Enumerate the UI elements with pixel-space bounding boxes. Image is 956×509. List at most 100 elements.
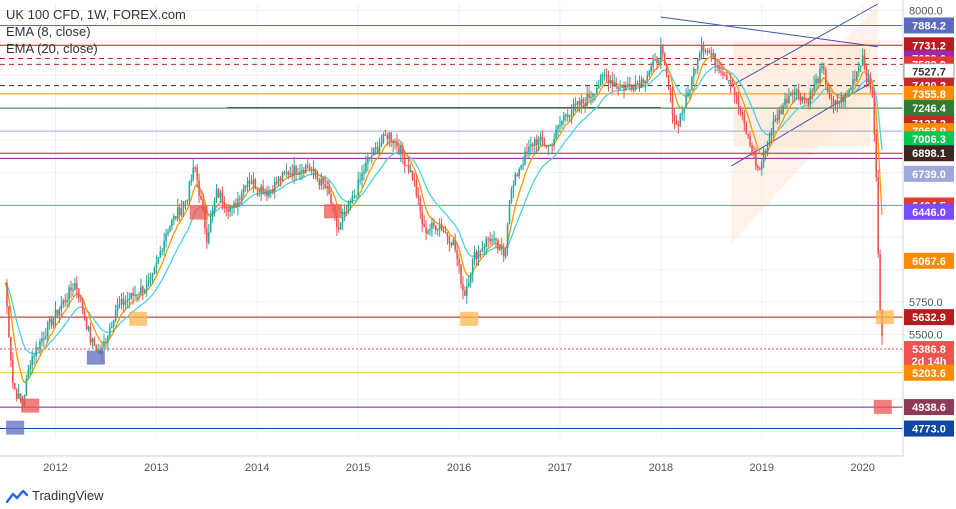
- price-label: 7006.3: [912, 134, 946, 146]
- candle-body: [520, 165, 522, 169]
- candle-body: [594, 93, 596, 95]
- x-tick-label: 2018: [649, 462, 673, 474]
- marker-box: [460, 311, 479, 326]
- candle-body: [452, 239, 455, 246]
- candle-body: [372, 148, 375, 156]
- candle-body: [838, 103, 841, 105]
- candle-body: [390, 132, 392, 141]
- candle-body: [336, 214, 338, 228]
- candle-body: [693, 68, 695, 77]
- candle-body: [70, 287, 72, 291]
- candle-body: [854, 79, 856, 81]
- candle-body: [597, 85, 600, 88]
- candle-body: [10, 336, 12, 361]
- candle-body: [436, 228, 439, 231]
- candle-body: [33, 356, 35, 358]
- candle-body: [235, 203, 237, 208]
- candle-body: [339, 222, 342, 230]
- candle-body: [35, 347, 37, 357]
- candle-body: [250, 183, 253, 185]
- candle-body: [198, 180, 200, 196]
- candle-body: [376, 147, 379, 153]
- candle-body: [50, 318, 53, 326]
- price-label-box: [904, 85, 954, 102]
- candle-body: [295, 165, 297, 175]
- candle-body: [502, 249, 505, 257]
- candle-body: [776, 118, 779, 121]
- candle-body: [479, 250, 482, 252]
- candle-body: [369, 157, 371, 159]
- candle-body: [584, 103, 586, 106]
- candle-body: [850, 87, 852, 90]
- candle-body: [13, 382, 16, 390]
- candle-body: [473, 252, 476, 260]
- candle-body: [491, 239, 493, 242]
- candle-body: [396, 141, 398, 147]
- candle-body: [97, 349, 99, 351]
- candle-body: [644, 80, 647, 83]
- candle-body: [285, 171, 288, 173]
- candle-body: [178, 207, 181, 216]
- candle-body: [747, 133, 749, 136]
- x-tick-label: 2017: [548, 462, 572, 474]
- candle-body: [448, 237, 451, 244]
- candle-body: [774, 118, 777, 121]
- candle-body: [279, 178, 282, 182]
- candle-body: [720, 70, 722, 73]
- candle-body: [81, 298, 84, 312]
- candle-body: [811, 91, 813, 93]
- candle-body: [539, 137, 542, 140]
- candle-body: [576, 101, 579, 105]
- candle-body: [454, 239, 456, 251]
- candle-body: [712, 53, 715, 56]
- candle-body: [337, 227, 340, 230]
- candle-body: [223, 202, 226, 207]
- candle-body: [433, 222, 435, 226]
- candle-body: [471, 259, 474, 275]
- candle-body: [646, 75, 649, 81]
- candle-body: [815, 78, 817, 84]
- price-label: 6446.0: [912, 207, 946, 219]
- candle-body: [844, 93, 846, 103]
- candle-body: [867, 78, 870, 82]
- price-scale-labels[interactable]: 8000.05750.05500.07884.27731.27629.67583…: [903, 5, 955, 437]
- candle-body: [246, 180, 249, 188]
- candle-body: [658, 60, 660, 64]
- candle-body: [483, 246, 486, 248]
- candle-body: [559, 124, 561, 127]
- ema-fast-legend[interactable]: EMA (8, close): [6, 24, 91, 39]
- price-label: 5632.9: [912, 312, 946, 324]
- candle-body: [363, 171, 365, 174]
- candle-body: [495, 238, 497, 241]
- price-label-box: [904, 17, 954, 34]
- ema-slow-legend[interactable]: EMA (20, close): [6, 41, 98, 56]
- tradingview-brand[interactable]: TradingView: [6, 488, 104, 503]
- candle-body: [130, 292, 132, 299]
- symbol-title[interactable]: UK 100 CFD, 1W, FOREX.com: [6, 7, 186, 22]
- candle-body: [578, 101, 581, 106]
- candle-body: [450, 243, 453, 246]
- candle-body: [180, 208, 183, 216]
- candle-body: [62, 300, 65, 305]
- candle-body: [169, 226, 171, 232]
- marker-box: [6, 420, 25, 435]
- candle-body: [330, 194, 332, 205]
- candle-body: [652, 60, 654, 67]
- candle-body: [147, 280, 150, 283]
- candle-body: [270, 189, 272, 191]
- candle-body: [287, 171, 290, 175]
- candle-body: [727, 80, 730, 82]
- candle-body: [207, 232, 210, 243]
- candle-body: [370, 155, 373, 158]
- candle-body: [700, 45, 703, 54]
- candle-body: [56, 309, 59, 316]
- candle-body: [359, 179, 361, 181]
- price-label: 7527.7: [912, 67, 946, 79]
- candle-body: [421, 211, 424, 224]
- candle-body: [237, 198, 239, 208]
- candle-body: [660, 45, 662, 61]
- x-tick-label: 2013: [144, 462, 168, 474]
- candle-body: [415, 180, 418, 196]
- price-label: 7884.2: [912, 20, 946, 32]
